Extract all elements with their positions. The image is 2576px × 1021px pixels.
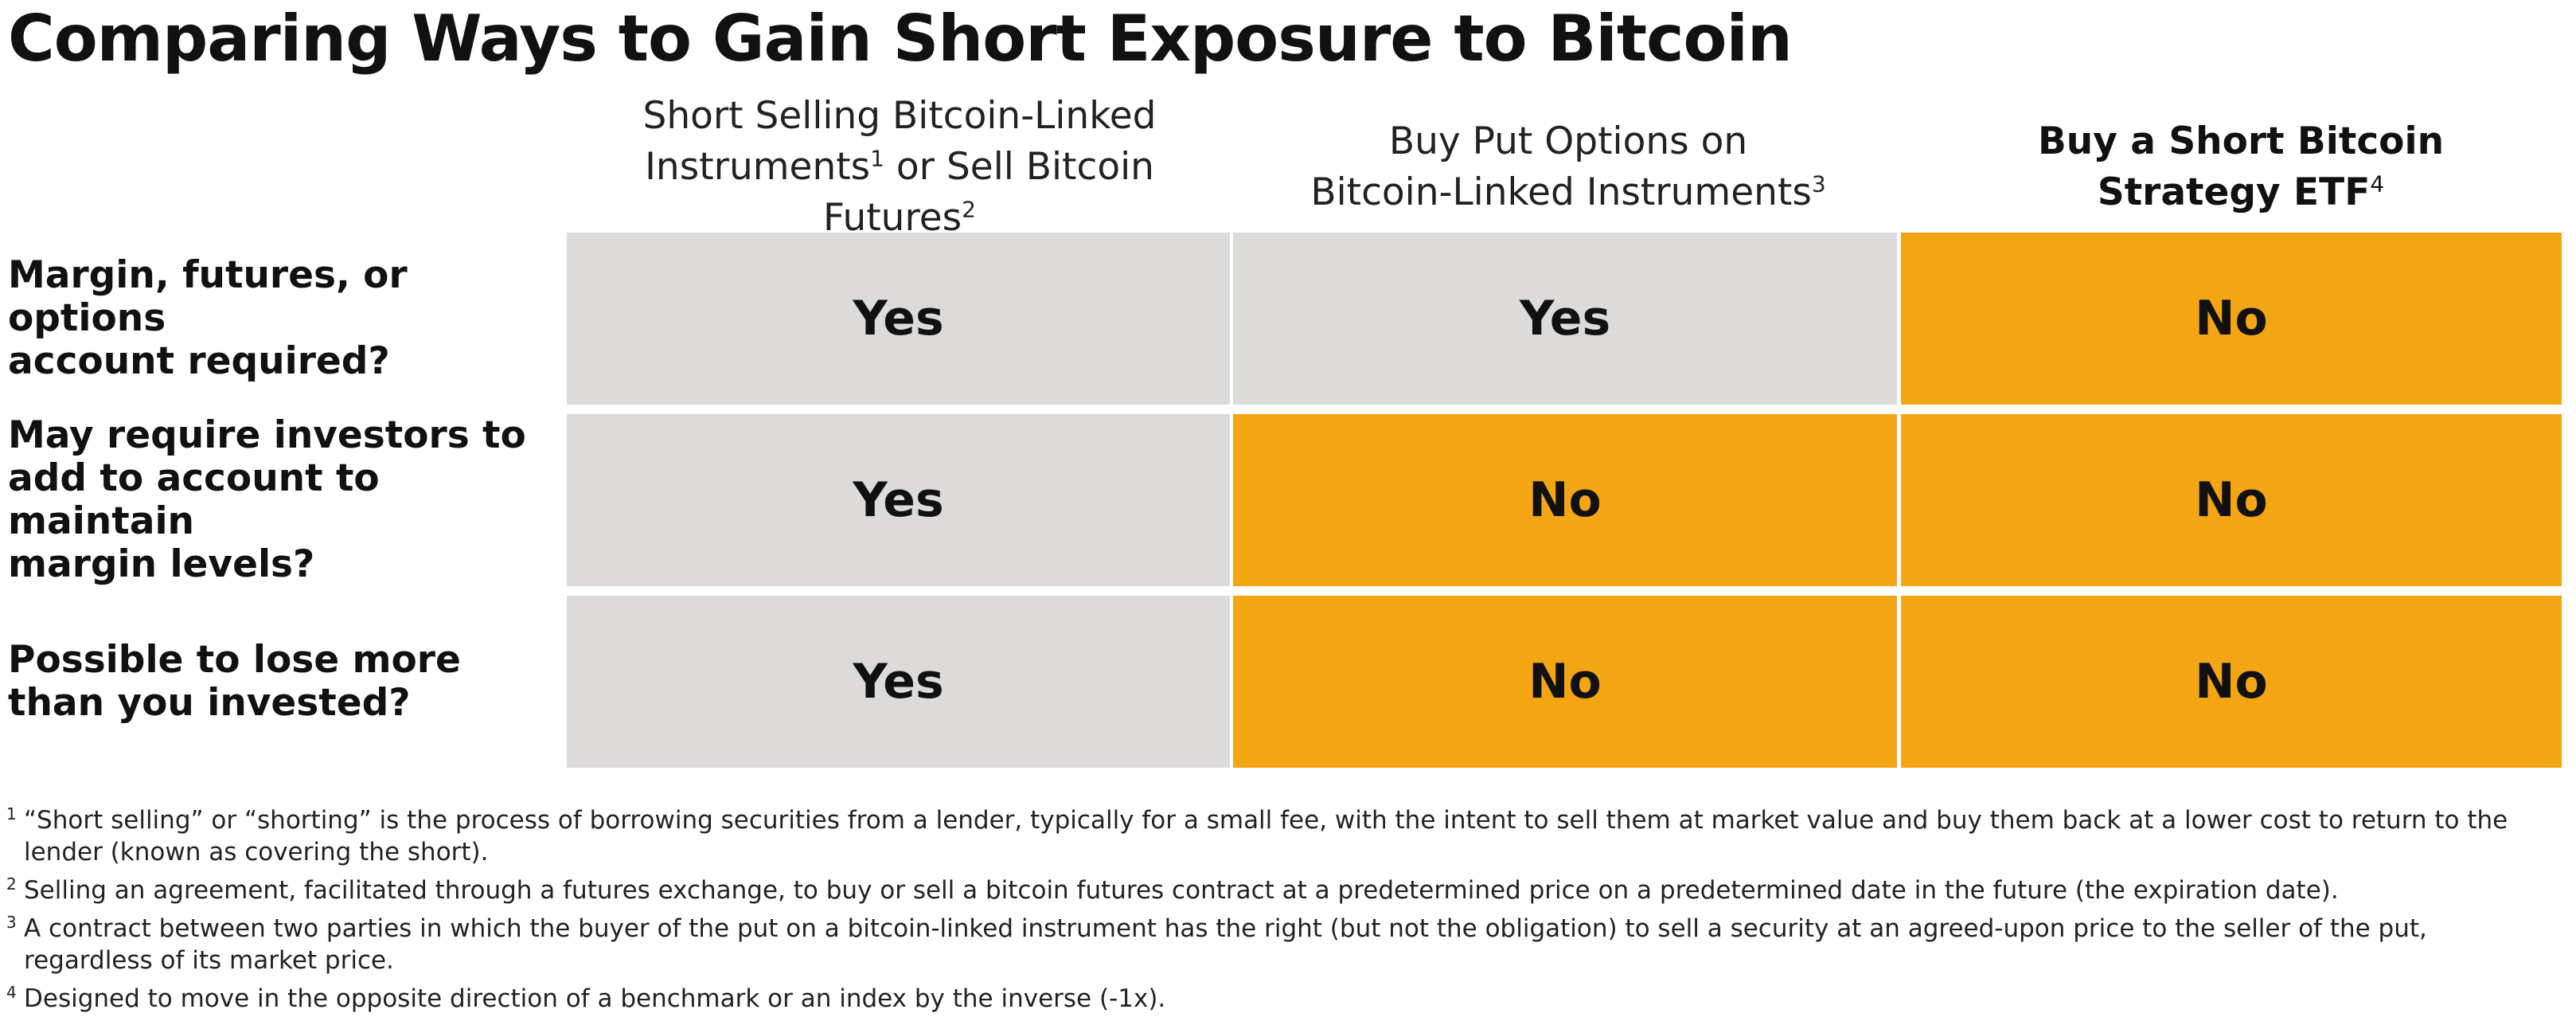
footnote-number: 4 [6, 983, 17, 1002]
table-cell: Yes [567, 414, 1230, 586]
footnote: 2 Selling an agreement, facilitated thro… [6, 874, 2562, 906]
column-header-line: Strategy ETF [2097, 170, 2371, 214]
footnote-ref: 2 [962, 196, 976, 223]
column-header-short-etf: Buy a Short Bitcoin Strategy ETF4 [1907, 111, 2575, 223]
table-cell: Yes [567, 233, 1230, 405]
footnote-text: Designed to move in the opposite directi… [24, 984, 1166, 1013]
table-cell: No [1901, 414, 2562, 586]
footnote-number: 2 [6, 874, 17, 894]
footnote: 4 Designed to move in the opposite direc… [6, 983, 2562, 1015]
table-cell: No [1233, 596, 1897, 768]
footnote: 3 A contract between two parties in whic… [6, 913, 2562, 976]
footnote: 1 “Short selling” or “shorting” is the p… [6, 804, 2562, 868]
table-cell: Yes [567, 596, 1230, 768]
footnote-ref: 4 [2370, 170, 2385, 198]
footnotes: 1 “Short selling” or “shorting” is the p… [6, 804, 2562, 1021]
table-cell: No [1901, 596, 2562, 768]
table-cell: No [1233, 414, 1897, 586]
column-header-line: or Sell Bitcoin Futures [823, 145, 1154, 240]
column-header-short-selling: Short Selling Bitcoin-Linked Instruments… [565, 94, 1234, 240]
row-label: May require investors to add to account … [8, 413, 526, 586]
footnote-text: Selling an agreement, facilitated throug… [24, 876, 2339, 905]
table-cell: Yes [1233, 233, 1897, 405]
footnote-ref: 1 [870, 145, 884, 172]
row-label: Margin, futures, or options account requ… [8, 253, 408, 383]
column-header-put-options: Buy Put Options on Bitcoin-Linked Instru… [1234, 111, 1903, 223]
footnote-text: “Short selling” or “shorting” is the pro… [24, 806, 2508, 866]
column-header-line: Buy Put Options on [1388, 119, 1748, 163]
table-cell: No [1901, 233, 2562, 405]
footnote-text: A contract between two parties in which … [24, 914, 2427, 975]
footnote-number: 3 [6, 913, 17, 932]
column-header-line: Bitcoin-Linked Instruments [1310, 170, 1812, 214]
column-header-line: Buy a Short Bitcoin [2037, 119, 2445, 163]
footnote-ref: 3 [1811, 170, 1826, 198]
page-title: Comparing Ways to Gain Short Exposure to… [8, 2, 1793, 76]
column-header-line: Short Selling Bitcoin-Linked [642, 94, 1157, 138]
column-header-line: Instruments [645, 145, 871, 189]
footnote-number: 1 [6, 804, 17, 823]
row-label: Possible to lose more than you invested? [8, 638, 461, 725]
